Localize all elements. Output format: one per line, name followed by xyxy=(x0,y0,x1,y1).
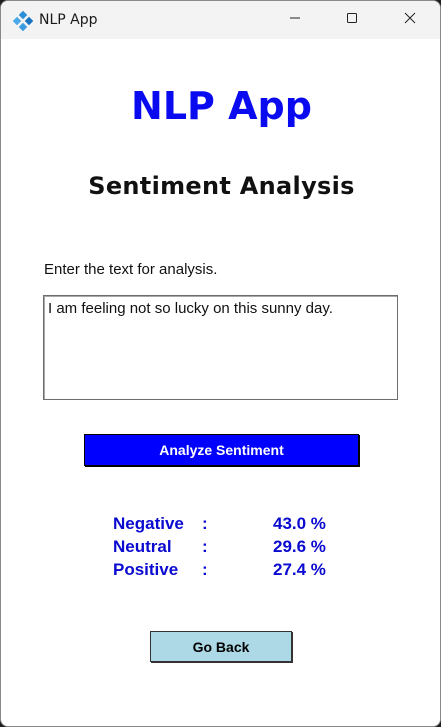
result-row-positive: Positive : 27.4 % xyxy=(1,560,440,582)
result-separator: : xyxy=(202,514,208,533)
result-separator: : xyxy=(202,537,208,556)
result-row-negative: Negative : 43.0 % xyxy=(1,514,440,536)
close-icon xyxy=(404,11,416,29)
result-row-neutral: Neutral : 29.6 % xyxy=(1,537,440,559)
analysis-text-input[interactable]: I am feeling not so lucky on this sunny … xyxy=(43,295,398,400)
main-content: NLP App Sentiment Analysis Enter the tex… xyxy=(1,39,440,726)
result-value: 27.4 % xyxy=(273,560,326,579)
close-button[interactable] xyxy=(381,1,439,39)
maximize-button[interactable] xyxy=(323,1,381,39)
input-prompt-label: Enter the text for analysis. xyxy=(44,261,218,278)
result-label: Positive xyxy=(113,560,179,579)
go-back-button[interactable]: Go Back xyxy=(150,631,292,662)
section-title: Sentiment Analysis xyxy=(88,172,355,200)
maximize-icon xyxy=(346,11,358,29)
app-title-heading: NLP App xyxy=(131,84,312,128)
result-value: 29.6 % xyxy=(273,537,326,556)
result-separator: : xyxy=(202,560,208,579)
minimize-icon xyxy=(289,11,301,29)
minimize-button[interactable] xyxy=(266,1,324,39)
analyze-sentiment-button[interactable]: Analyze Sentiment xyxy=(84,434,359,466)
result-value: 43.0 % xyxy=(273,514,326,533)
result-label: Neutral xyxy=(113,537,172,556)
result-label: Negative xyxy=(113,514,184,533)
window-title: NLP App xyxy=(39,12,98,28)
title-bar[interactable]: NLP App xyxy=(1,1,440,39)
app-logo-icon xyxy=(12,10,34,32)
